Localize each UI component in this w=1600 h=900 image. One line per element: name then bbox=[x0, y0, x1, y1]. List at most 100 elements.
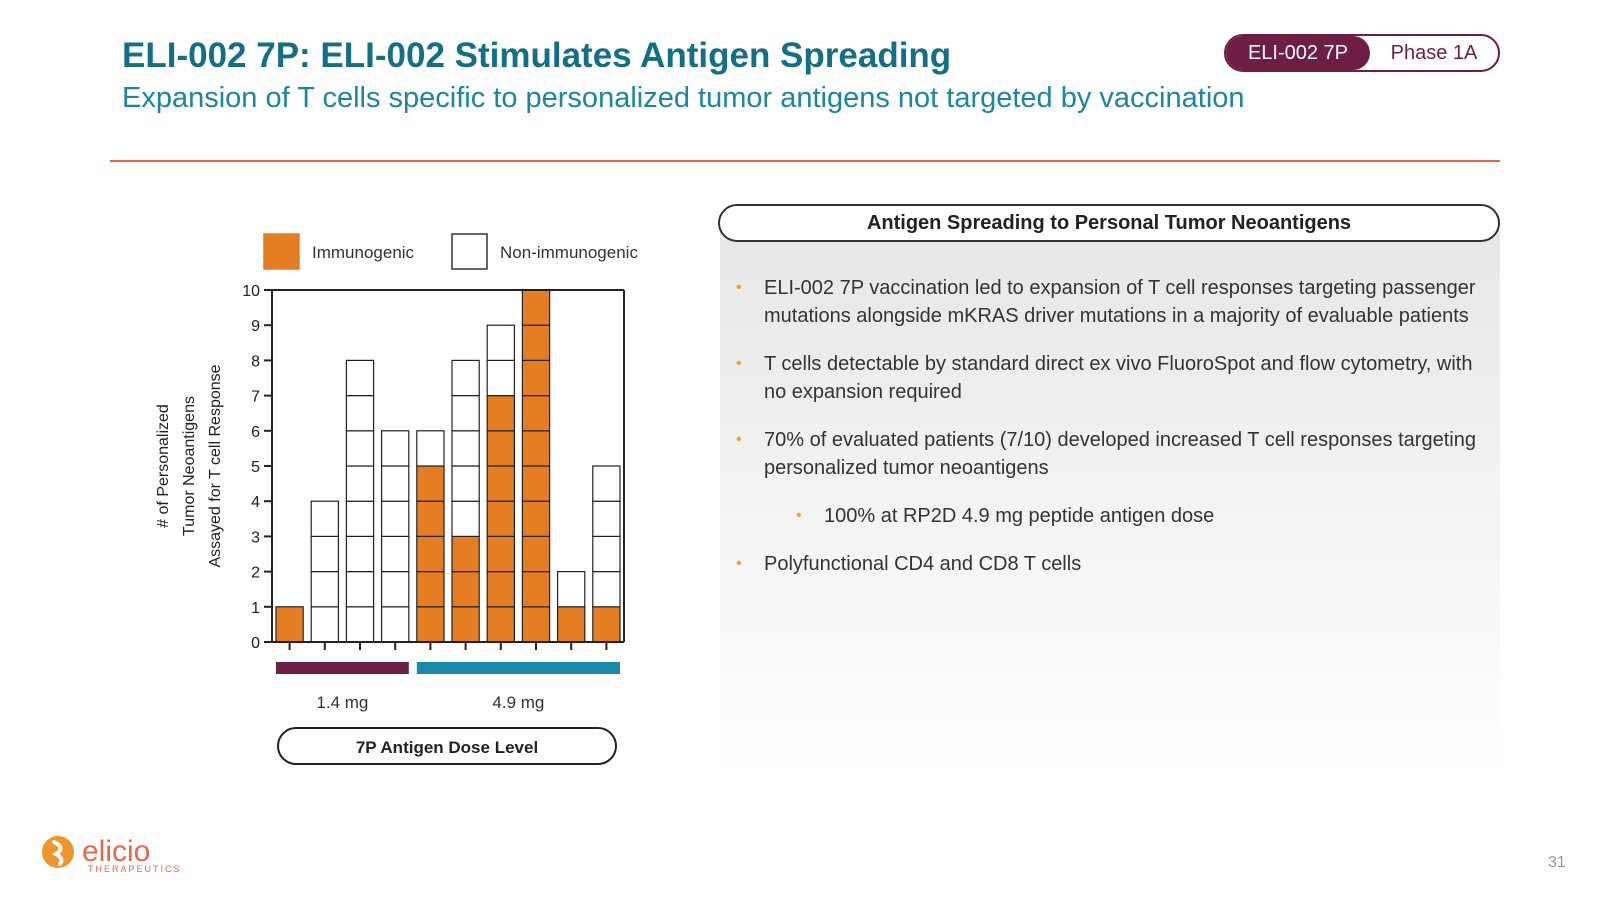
y-axis-label: Assayed for T cell Response bbox=[207, 364, 224, 567]
y-axis-label: Tumor Neoantigens bbox=[181, 396, 198, 536]
bar-nonimmunogenic-block bbox=[310, 571, 339, 608]
bullet-dot-icon: • bbox=[736, 431, 742, 448]
bar-immunogenic-block bbox=[486, 606, 516, 643]
y-tick-label: 9 bbox=[251, 318, 260, 335]
y-tick-label: 4 bbox=[251, 494, 260, 511]
bar-nonimmunogenic-block bbox=[345, 571, 375, 608]
dose-axis-pill bbox=[277, 727, 617, 765]
bar-nonimmunogenic-block bbox=[381, 535, 410, 573]
bar-nonimmunogenic-block bbox=[345, 606, 375, 643]
bar-nonimmunogenic-block bbox=[310, 535, 339, 573]
neoantigen-bar-chart: Immunogenic Non-immunogenic 0 1 2 3 4 5 6 7 8 9 10 # … bbox=[155, 233, 638, 765]
bar-immunogenic-block bbox=[557, 606, 586, 643]
bar-immunogenic-block bbox=[486, 430, 516, 467]
bar-immunogenic-block bbox=[416, 606, 445, 643]
bar-nonimmunogenic-block bbox=[451, 430, 480, 467]
legend-label: Non-immunogenic bbox=[500, 243, 638, 262]
bar-nonimmunogenic-block bbox=[451, 465, 480, 502]
dose-axis-label: 7P Antigen Dose Level bbox=[356, 738, 538, 757]
bar-nonimmunogenic-block bbox=[345, 465, 375, 502]
dose-group-label: 1.4 mg bbox=[316, 693, 368, 712]
bar-immunogenic-block bbox=[521, 395, 551, 432]
bullet-text: 70% of evaluated patients (7/10) develop… bbox=[764, 429, 1476, 479]
bar-immunogenic-block bbox=[486, 571, 516, 608]
header-divider bbox=[110, 160, 1500, 162]
badge-phase-label: Phase 1A bbox=[1390, 41, 1478, 64]
bar-immunogenic-block bbox=[416, 535, 445, 573]
bar-nonimmunogenic-block bbox=[451, 395, 480, 432]
bar-nonimmunogenic-block bbox=[381, 465, 410, 502]
y-axis-label: # of Personalized bbox=[155, 404, 172, 528]
bullet-text: 100% at RP2D 4.9 mg peptide antigen dose bbox=[824, 505, 1215, 527]
bar-immunogenic-block bbox=[521, 430, 551, 467]
y-tick-label: 3 bbox=[251, 529, 260, 546]
y-tick-label: 7 bbox=[251, 389, 260, 406]
bar-immunogenic-block bbox=[521, 500, 551, 538]
bar-immunogenic-block bbox=[521, 465, 551, 502]
legend-swatch-non-immunogenic bbox=[451, 233, 488, 270]
y-tick-label: 8 bbox=[251, 353, 260, 370]
findings-panel bbox=[720, 230, 1500, 778]
program-badge: ELI-002 7P Phase 1A bbox=[1224, 34, 1500, 72]
page-title: ELI-002 7P: ELI-002 Stimulates Antigen S… bbox=[122, 36, 952, 75]
bar-nonimmunogenic-block bbox=[592, 535, 621, 573]
page-number: 31 bbox=[1548, 854, 1566, 871]
bar-immunogenic-block bbox=[486, 465, 516, 502]
bar-nonimmunogenic-block bbox=[592, 465, 621, 502]
bar-immunogenic-block bbox=[416, 465, 445, 502]
bar-immunogenic-block bbox=[592, 606, 621, 643]
y-tick-label: 6 bbox=[251, 424, 260, 441]
page-subtitle: Expansion of T cells specific to persona… bbox=[122, 82, 1245, 114]
bullet-text: Polyfunctional CD4 and CD8 T cells bbox=[764, 553, 1082, 575]
bar-immunogenic-block bbox=[486, 500, 516, 538]
y-tick-label: 1 bbox=[251, 600, 260, 617]
badge-program-label: ELI-002 7P bbox=[1226, 36, 1370, 70]
bar-immunogenic-block bbox=[451, 571, 480, 608]
bullet-dot-icon: • bbox=[736, 355, 742, 372]
bar-nonimmunogenic-block bbox=[592, 571, 621, 608]
bullet-text: ELI-002 7P vaccination led to expansion … bbox=[764, 277, 1476, 327]
bar-immunogenic-block bbox=[416, 500, 445, 538]
bar-nonimmunogenic-block bbox=[345, 395, 375, 432]
bar-immunogenic-block bbox=[521, 359, 551, 397]
bar-nonimmunogenic-block bbox=[381, 571, 410, 608]
elicio-logo: elicio THERAPEUTICS bbox=[42, 835, 182, 874]
bar-nonimmunogenic-block bbox=[381, 430, 410, 467]
bar-nonimmunogenic-block bbox=[451, 500, 480, 538]
bullet-dot-icon: • bbox=[796, 507, 802, 524]
logo-subtext: THERAPEUTICS bbox=[88, 864, 182, 874]
bullet-item: • ELI-002 7P vaccination led to expansion… bbox=[736, 274, 1496, 330]
bar-nonimmunogenic-block bbox=[557, 571, 586, 608]
bullet-item: • T cells detectable by standard direct e… bbox=[736, 350, 1496, 406]
findings-panel-header: Antigen Spreading to Personal Tumor Neoa… bbox=[718, 204, 1500, 242]
bar-nonimmunogenic-block bbox=[486, 359, 516, 397]
logo-wordmark: elicio bbox=[82, 835, 150, 868]
bar-nonimmunogenic-block bbox=[310, 606, 339, 643]
y-tick-label: 0 bbox=[251, 635, 260, 652]
y-tick-label: 2 bbox=[251, 565, 260, 582]
bar-nonimmunogenic-block bbox=[345, 359, 375, 397]
bar-immunogenic-block bbox=[451, 535, 480, 573]
bullet-dot-icon: • bbox=[736, 555, 742, 572]
bar-nonimmunogenic-block bbox=[416, 430, 445, 467]
bar-nonimmunogenic-block bbox=[345, 500, 375, 538]
bar-nonimmunogenic-block bbox=[310, 500, 339, 538]
bar-nonimmunogenic-block bbox=[451, 359, 480, 397]
bar-immunogenic-block bbox=[521, 606, 551, 643]
bullet-item: • 100% at RP2D 4.9 mg peptide antigen dos… bbox=[796, 502, 1496, 530]
bar-immunogenic-block bbox=[416, 571, 445, 608]
bar-immunogenic-block bbox=[486, 395, 516, 432]
bar-immunogenic-block bbox=[486, 535, 516, 573]
bar-nonimmunogenic-block bbox=[381, 500, 410, 538]
bullet-item: • 70% of evaluated patients (7/10) develo… bbox=[736, 426, 1496, 482]
y-tick-label: 5 bbox=[251, 459, 260, 476]
bar-nonimmunogenic-block bbox=[345, 430, 375, 467]
findings-bullet-list: • ELI-002 7P vaccination led to expansion… bbox=[736, 274, 1496, 598]
bar-immunogenic-block bbox=[451, 606, 480, 643]
bar-immunogenic-block bbox=[521, 324, 551, 361]
bar-immunogenic-block bbox=[521, 289, 551, 326]
bar-nonimmunogenic-block bbox=[381, 606, 410, 643]
bullet-dot-icon: • bbox=[736, 279, 742, 296]
legend-label: Immunogenic bbox=[312, 243, 415, 262]
bullet-text: T cells detectable by standard direct ex… bbox=[764, 353, 1473, 403]
